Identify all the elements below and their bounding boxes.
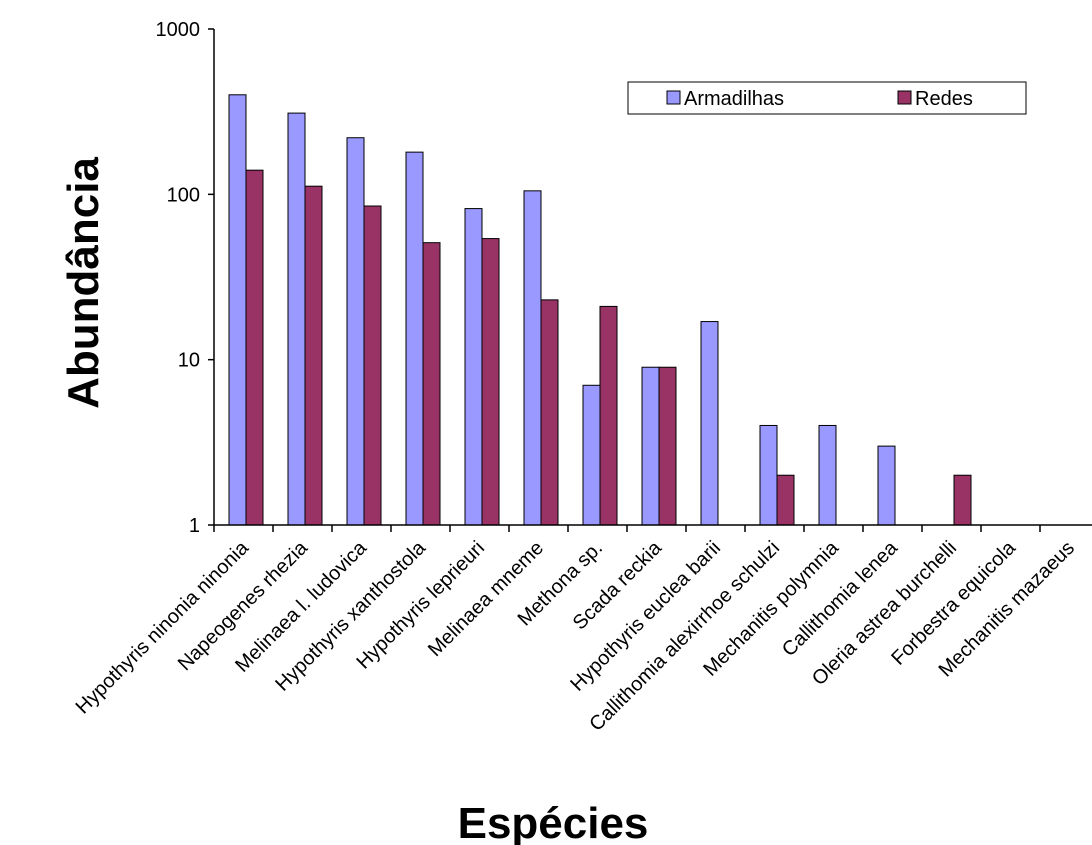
bar-redes [422, 242, 441, 526]
bar-armadilhas [405, 151, 424, 526]
legend: Armadilhas Redes [627, 81, 1027, 115]
y-tick-label: 100 [167, 184, 200, 206]
legend-label-redes: Redes [915, 88, 973, 110]
bar-armadilhas [228, 94, 247, 526]
bar-redes [245, 169, 264, 526]
y-axis-title: Abundância [59, 157, 108, 409]
bars-group [228, 94, 972, 526]
x-axis-title: Espécies [458, 799, 649, 845]
bar-armadilhas [877, 445, 896, 526]
y-tick-label: 1 [189, 515, 200, 537]
bar-armadilhas [523, 190, 542, 526]
legend-swatch-armadilhas [666, 90, 681, 105]
bar-armadilhas [287, 112, 306, 526]
bar-redes [953, 474, 972, 526]
bar-armadilhas [582, 384, 601, 526]
bar-redes [540, 299, 559, 526]
bar-redes [599, 305, 618, 526]
bar-armadilhas [700, 321, 719, 526]
bar-redes [304, 185, 323, 526]
bar-redes [363, 205, 382, 526]
y-tick-label: 10 [178, 350, 200, 372]
x-ticks-group [213, 525, 1041, 532]
bar-redes [481, 238, 500, 526]
legend-swatch-redes [897, 90, 912, 105]
legend-label-armadilhas: Armadilhas [684, 88, 784, 110]
legend-box [627, 81, 1027, 115]
bar-armadilhas [641, 366, 660, 526]
y-ticks-group: 1 10 100 1000 [156, 19, 214, 537]
bar-redes [658, 366, 677, 526]
bar-armadilhas [346, 137, 365, 526]
bar-armadilhas [759, 424, 778, 526]
y-tick-label: 1000 [156, 19, 201, 41]
bar-armadilhas [818, 424, 837, 526]
bar-redes [776, 474, 795, 526]
bar-armadilhas [464, 208, 483, 526]
